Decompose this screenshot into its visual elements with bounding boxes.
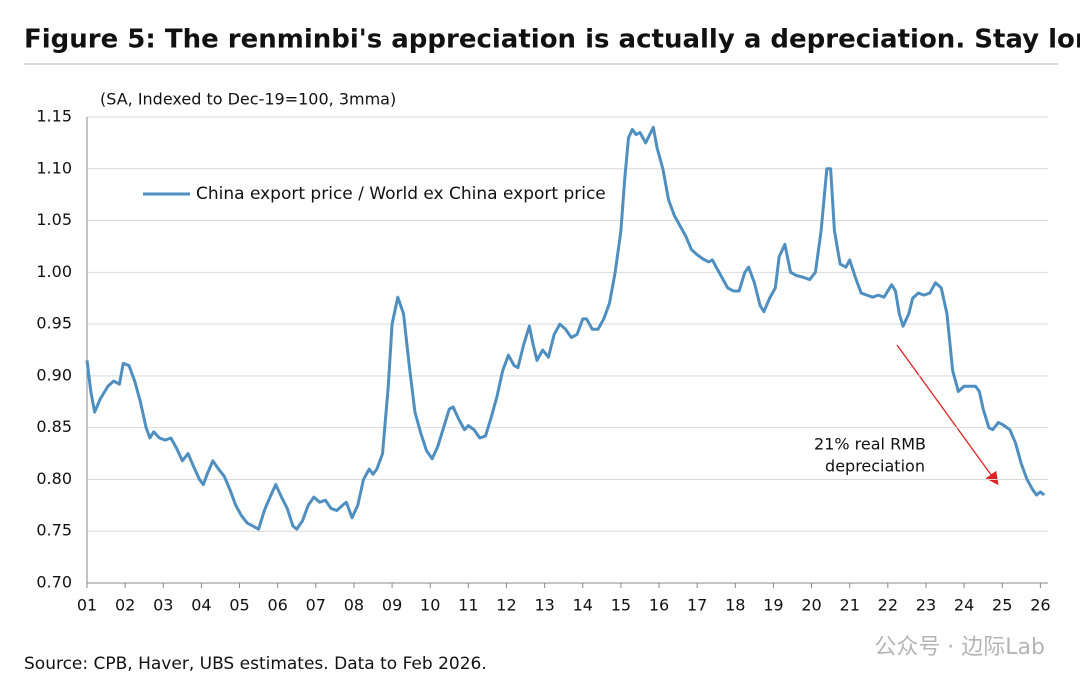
x-tick-label: 17 bbox=[687, 596, 707, 615]
x-tick-label: 24 bbox=[954, 596, 974, 615]
legend-label: China export price / World ex China expo… bbox=[196, 184, 606, 204]
y-tick-label: 0.70 bbox=[36, 573, 72, 592]
annotation: depreciation bbox=[825, 457, 925, 476]
y-tick-label: 0.75 bbox=[36, 521, 72, 540]
x-tick-label: 13 bbox=[534, 596, 554, 615]
y-tick-label: 1.05 bbox=[36, 210, 72, 229]
x-tick-label: 16 bbox=[649, 596, 669, 615]
annotation-arrow bbox=[896, 344, 999, 486]
y-tick-label: 1.00 bbox=[36, 262, 72, 281]
x-tick-label: 06 bbox=[267, 596, 287, 615]
annotation: 21% real RMB bbox=[814, 435, 926, 454]
x-tick-label: 01 bbox=[77, 596, 97, 615]
x-tick-label: 19 bbox=[763, 596, 783, 615]
series-line bbox=[85, 125, 1046, 531]
y-tick-label: 0.95 bbox=[36, 314, 72, 333]
subtitle: (SA, Indexed to Dec-19=100, 3mma) bbox=[100, 90, 396, 109]
y-tick-label: 1.10 bbox=[36, 158, 72, 177]
x-tick-label: 14 bbox=[573, 596, 593, 615]
x-tick-label: 04 bbox=[191, 596, 211, 615]
x-tick-label: 20 bbox=[801, 596, 821, 615]
x-tick-label: 08 bbox=[344, 596, 364, 615]
x-tick-label: 11 bbox=[458, 596, 478, 615]
y-tick-label: 0.90 bbox=[36, 365, 72, 384]
x-tick-label: 21 bbox=[840, 596, 860, 615]
x-tick-label: 25 bbox=[992, 596, 1012, 615]
x-tick-label: 18 bbox=[725, 596, 745, 615]
y-tick-label: 1.15 bbox=[36, 107, 72, 126]
x-tick-label: 03 bbox=[153, 596, 173, 615]
x-tick-label: 22 bbox=[878, 596, 898, 615]
x-tick-label: 15 bbox=[611, 596, 631, 615]
x-tick-label: 26 bbox=[1030, 596, 1050, 615]
x-tick-label: 23 bbox=[916, 596, 936, 615]
x-tick-label: 10 bbox=[420, 596, 440, 615]
watermark: 公众号 · 边际Lab bbox=[874, 635, 1045, 660]
source: Source: CPB, Haver, UBS estimates. Data … bbox=[24, 654, 487, 674]
x-tick-label: 09 bbox=[382, 596, 402, 615]
x-tick-label: 12 bbox=[496, 596, 516, 615]
x-tick-label: 05 bbox=[229, 596, 249, 615]
x-tick-label: 07 bbox=[306, 596, 326, 615]
x-tick-label: 02 bbox=[115, 596, 135, 615]
chart-title: Figure 5: The renminbi's appreciation is… bbox=[24, 25, 1080, 55]
y-tick-label: 0.85 bbox=[36, 417, 72, 436]
y-tick-label: 0.80 bbox=[36, 469, 72, 488]
